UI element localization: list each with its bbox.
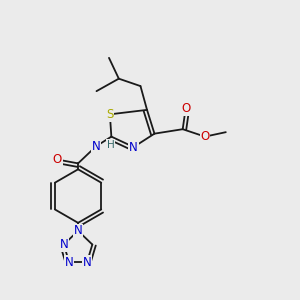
Text: N: N (92, 140, 100, 153)
Text: O: O (200, 130, 210, 143)
Text: O: O (52, 153, 62, 166)
Text: N: N (65, 256, 74, 269)
Text: O: O (181, 102, 190, 115)
Text: N: N (129, 140, 138, 154)
Text: H: H (107, 140, 115, 150)
Text: S: S (106, 108, 114, 121)
Text: N: N (74, 224, 82, 237)
Text: N: N (82, 256, 91, 269)
Text: N: N (59, 238, 68, 251)
